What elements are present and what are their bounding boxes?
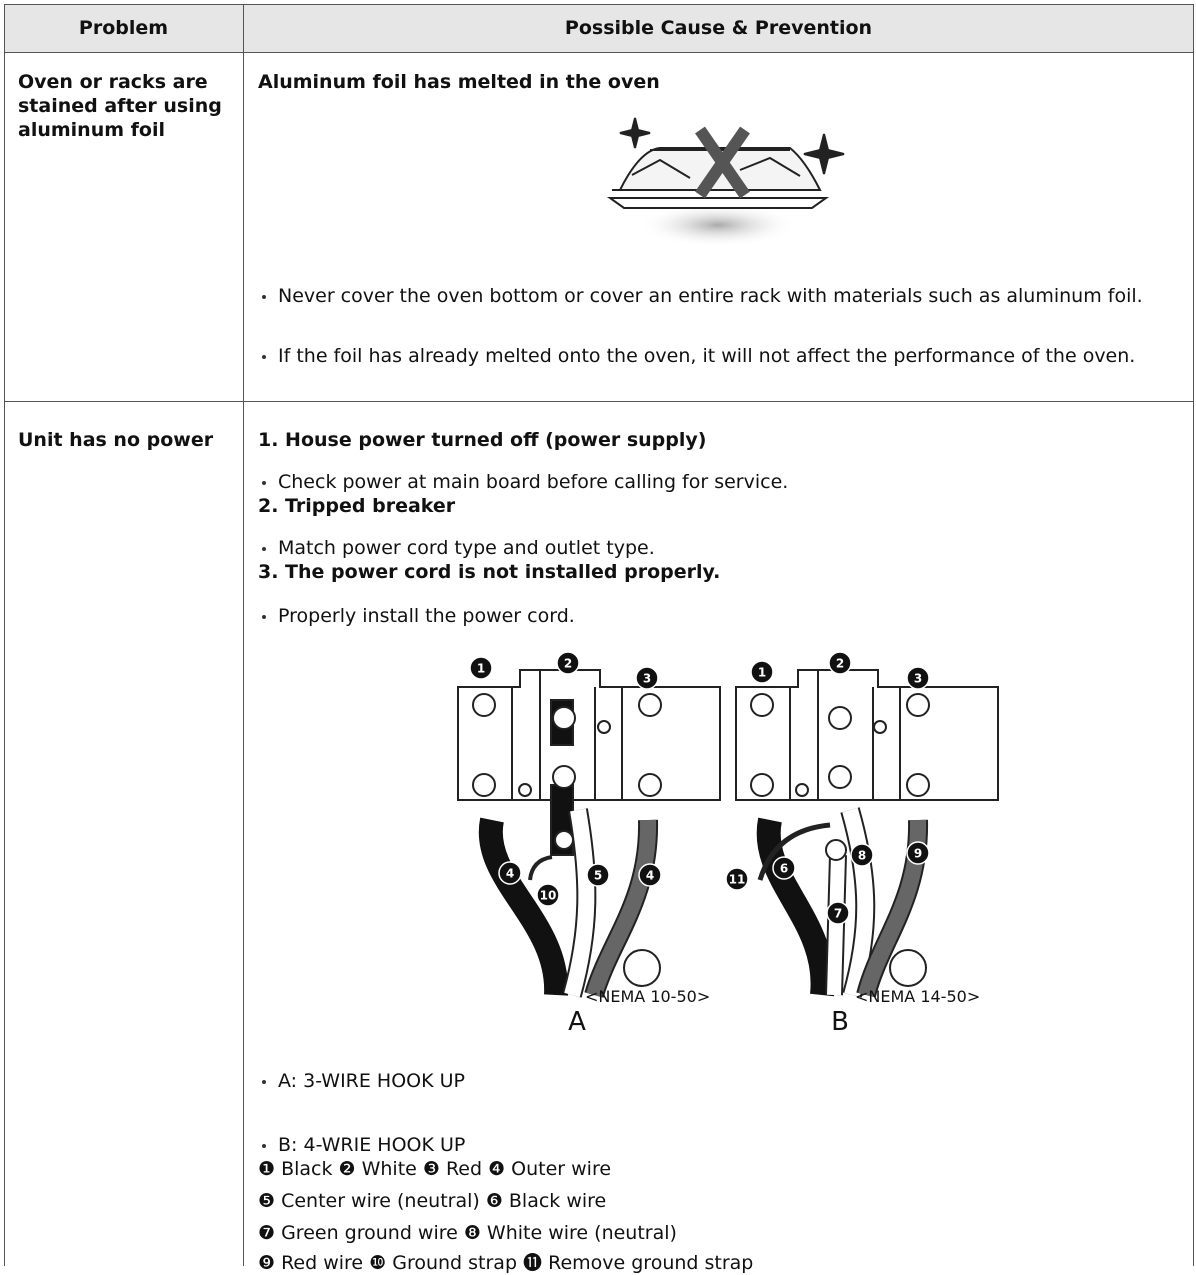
callout-circle bbox=[750, 660, 774, 684]
callout-circle bbox=[828, 651, 852, 675]
callout-number: 1 bbox=[758, 666, 766, 680]
callout-circle bbox=[635, 666, 659, 690]
header: Problem bbox=[78, 17, 169, 39]
header: Possible Cause & Prevention bbox=[564, 17, 873, 39]
border bbox=[4, 52, 1194, 53]
callout-circle bbox=[586, 863, 610, 887]
callout-circle bbox=[498, 861, 522, 885]
callout-number: 7 bbox=[834, 907, 842, 921]
bullet: A: 3-WIRE HOOK UP bbox=[258, 1069, 465, 1093]
wiring-diagram-a bbox=[457, 669, 721, 998]
callout-circle bbox=[772, 856, 796, 880]
callout-circle bbox=[850, 843, 874, 867]
cause: 3. The power cord is not installed prope… bbox=[258, 561, 721, 583]
legend: ❼ Green ground wire ❽ White wire (neutra… bbox=[258, 1222, 677, 1244]
border bbox=[4, 4, 1194, 5]
border bbox=[1193, 4, 1194, 1266]
callout-number: 10 bbox=[540, 889, 557, 903]
callout-circle bbox=[906, 841, 930, 865]
callout-number: 9 bbox=[914, 847, 922, 861]
callout-number: 5 bbox=[594, 869, 602, 883]
callout-circle bbox=[556, 651, 580, 675]
callout-number: 2 bbox=[564, 657, 572, 671]
bullet: B: 4-WRIE HOOK UP bbox=[258, 1133, 465, 1157]
bullet: Never cover the oven bottom or cover an … bbox=[258, 284, 1188, 308]
bullet: Check power at main board before calling… bbox=[258, 470, 788, 494]
legend: ❺ Center wire (neutral) ❻ Black wire bbox=[258, 1190, 607, 1212]
border bbox=[243, 4, 244, 1266]
problem: Oven or racks are stained after using al… bbox=[18, 71, 222, 141]
callout-number: 4 bbox=[646, 869, 654, 883]
callout-number: 4 bbox=[506, 867, 514, 881]
cause: 1. House power turned off (power supply) bbox=[258, 429, 707, 451]
diagram-label: B bbox=[831, 1007, 849, 1037]
cause: Aluminum foil has melted in the oven bbox=[258, 71, 660, 93]
foil-illustration bbox=[606, 117, 845, 247]
callout-circle bbox=[469, 656, 493, 680]
bullet: If the foil has already melted onto the … bbox=[258, 344, 1188, 368]
callout-circle bbox=[906, 666, 930, 690]
callout-number: 1 bbox=[477, 662, 485, 676]
callout-number: 2 bbox=[836, 657, 844, 671]
wiring-diagram-b bbox=[735, 669, 999, 998]
outlet-label: <NEMA 10-50> bbox=[585, 987, 710, 1006]
callout-number: 6 bbox=[780, 862, 788, 876]
callout-circle bbox=[725, 867, 749, 891]
border bbox=[4, 4, 5, 1266]
callout-number: 3 bbox=[914, 672, 922, 686]
callout-number: 11 bbox=[729, 873, 746, 887]
callout-circle bbox=[826, 901, 850, 925]
callout-number: 8 bbox=[858, 849, 866, 863]
border bbox=[4, 401, 1194, 402]
callout-circle bbox=[536, 883, 560, 907]
diagram-label: A bbox=[568, 1007, 586, 1037]
cause: 2. Tripped breaker bbox=[258, 495, 456, 517]
header-row bbox=[4, 4, 1194, 52]
callout-circle bbox=[638, 863, 662, 887]
bullet: Properly install the power cord. bbox=[258, 604, 575, 628]
legend: ❶ Black ❷ White ❸ Red ❹ Outer wire bbox=[258, 1158, 612, 1180]
bullet: Match power cord type and outlet type. bbox=[258, 536, 655, 560]
callout-number: 3 bbox=[643, 672, 651, 686]
outlet-label: <NEMA 14-50> bbox=[855, 987, 980, 1006]
problem: Unit has no power bbox=[18, 429, 214, 451]
